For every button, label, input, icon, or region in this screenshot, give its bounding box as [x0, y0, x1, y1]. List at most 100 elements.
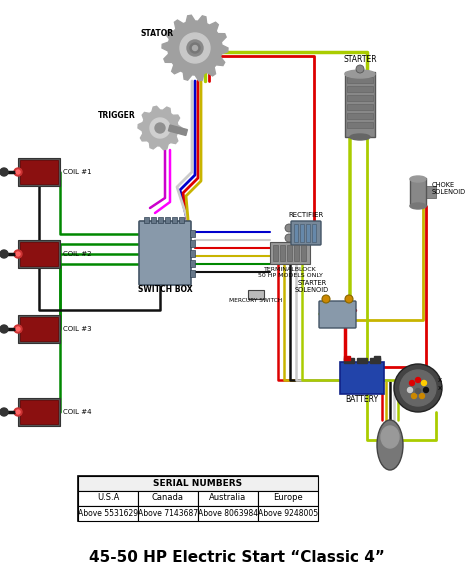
Text: Australia: Australia — [210, 493, 246, 502]
Circle shape — [16, 252, 20, 256]
Bar — [18, 158, 60, 186]
Bar — [294, 224, 298, 242]
Text: STATOR: STATOR — [141, 29, 174, 38]
Circle shape — [16, 170, 20, 174]
Circle shape — [416, 377, 420, 383]
Bar — [78, 506, 138, 521]
Bar — [344, 356, 350, 360]
Bar — [306, 224, 310, 242]
Bar — [198, 491, 258, 506]
Bar — [190, 240, 195, 247]
Circle shape — [423, 388, 428, 392]
Bar — [18, 315, 60, 343]
Bar — [78, 476, 318, 491]
Bar — [258, 506, 318, 521]
Circle shape — [356, 65, 364, 73]
Bar — [20, 400, 58, 424]
Bar — [357, 358, 367, 363]
Text: COIL #3: COIL #3 — [63, 326, 91, 332]
Ellipse shape — [410, 203, 426, 209]
Circle shape — [187, 40, 203, 56]
Text: Above 8063984: Above 8063984 — [198, 509, 258, 517]
Circle shape — [400, 370, 436, 406]
Text: COIL #1: COIL #1 — [63, 169, 91, 175]
Text: U.S.A: U.S.A — [97, 493, 119, 502]
Bar — [347, 95, 373, 101]
Bar — [426, 186, 436, 198]
Bar — [301, 245, 306, 261]
Text: Above 7143687: Above 7143687 — [138, 509, 198, 517]
Circle shape — [192, 46, 198, 50]
Circle shape — [345, 295, 353, 303]
Text: Above 5531629: Above 5531629 — [78, 509, 138, 517]
Text: Above 9248005: Above 9248005 — [258, 509, 318, 517]
Bar — [280, 245, 285, 261]
Text: Canada: Canada — [152, 493, 184, 502]
Circle shape — [410, 381, 414, 385]
Circle shape — [285, 234, 293, 242]
FancyBboxPatch shape — [291, 221, 321, 245]
Bar — [190, 260, 195, 267]
Bar — [144, 217, 149, 223]
Circle shape — [322, 295, 330, 303]
Circle shape — [411, 394, 417, 398]
Bar — [374, 356, 380, 360]
Ellipse shape — [377, 420, 403, 470]
Text: BATTERY: BATTERY — [346, 395, 379, 404]
Bar — [347, 104, 373, 110]
Bar — [344, 358, 354, 363]
Polygon shape — [138, 106, 182, 150]
Text: x: x — [438, 377, 442, 383]
Bar — [312, 224, 316, 242]
Bar — [198, 506, 258, 521]
Bar — [287, 245, 292, 261]
Text: CHOKE
SOLENOID: CHOKE SOLENOID — [432, 182, 466, 195]
Bar — [370, 358, 380, 363]
Bar — [151, 217, 156, 223]
Bar — [20, 242, 58, 266]
Bar — [20, 317, 58, 341]
Circle shape — [419, 394, 425, 398]
Circle shape — [0, 250, 8, 258]
Bar — [138, 506, 198, 521]
FancyBboxPatch shape — [319, 301, 356, 328]
Bar — [347, 86, 373, 92]
Text: x: x — [438, 385, 442, 391]
Circle shape — [394, 364, 442, 412]
Circle shape — [150, 118, 170, 138]
Bar — [168, 125, 187, 135]
Circle shape — [14, 250, 22, 258]
Bar — [248, 290, 264, 299]
FancyBboxPatch shape — [139, 221, 191, 285]
Circle shape — [408, 388, 412, 392]
Circle shape — [190, 43, 200, 53]
Text: COIL #4: COIL #4 — [63, 409, 91, 415]
Text: SERIAL NUMBERS: SERIAL NUMBERS — [154, 478, 243, 488]
Bar — [190, 250, 195, 257]
Circle shape — [14, 325, 22, 333]
Text: TRIGGER: TRIGGER — [98, 111, 136, 120]
Circle shape — [416, 388, 420, 394]
Text: RECTIFIER: RECTIFIER — [288, 212, 324, 218]
Text: SWITCH BOX: SWITCH BOX — [137, 285, 192, 294]
Bar — [190, 230, 195, 237]
Bar — [410, 178, 426, 206]
Circle shape — [421, 381, 427, 385]
Bar — [18, 240, 60, 268]
Ellipse shape — [345, 70, 375, 78]
Bar — [78, 476, 318, 521]
Bar — [20, 160, 58, 184]
Ellipse shape — [381, 426, 399, 448]
Bar — [138, 491, 198, 506]
Bar — [273, 245, 278, 261]
Bar — [347, 122, 373, 128]
Bar — [340, 362, 384, 394]
Circle shape — [16, 410, 20, 414]
Bar — [270, 242, 310, 264]
Bar — [347, 77, 373, 83]
Bar — [300, 224, 304, 242]
Polygon shape — [162, 15, 228, 81]
Circle shape — [180, 33, 210, 63]
Bar — [258, 491, 318, 506]
Bar — [165, 217, 170, 223]
